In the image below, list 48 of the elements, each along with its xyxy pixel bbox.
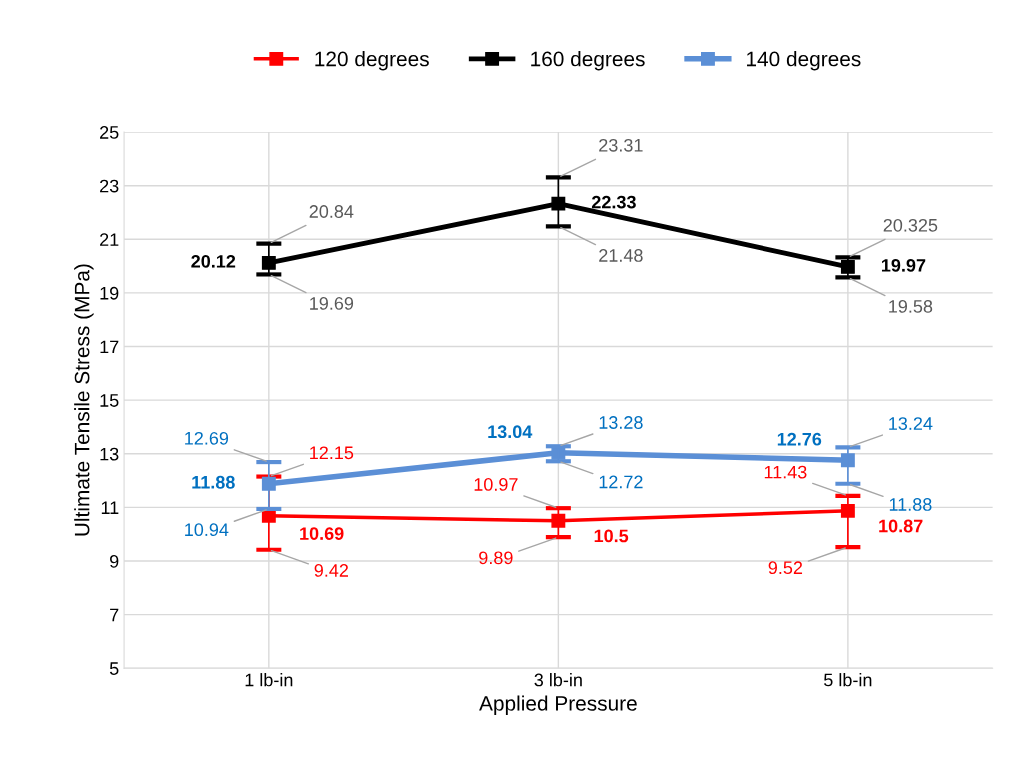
annotation: 9.89	[479, 551, 513, 565]
annotation: 10.94	[185, 523, 229, 537]
legend-label: 140 degrees	[747, 51, 861, 71]
y-tick-label: 11	[101, 501, 119, 514]
y-axis-title: Ultimate Tensile Stress (MPa)	[74, 264, 94, 536]
y-tick-label: 19	[100, 286, 119, 300]
annotation: 9.52	[768, 561, 803, 575]
legend-label: 160 degrees	[531, 51, 645, 71]
x-axis-title: Applied Pressure	[479, 695, 637, 715]
data-label: 10.5	[594, 529, 629, 543]
data-label: 11.88	[192, 475, 235, 489]
y-tick-label: 13	[100, 447, 119, 461]
annotation: 12.15	[310, 446, 354, 460]
annotation: 23.31	[599, 138, 643, 152]
annotation: 11.43	[764, 465, 807, 479]
annotation: 12.69	[185, 431, 229, 445]
data-label: 12.76	[777, 432, 822, 446]
annotation: 19.69	[310, 297, 354, 310]
annotation: 20.325	[883, 218, 938, 232]
y-tick-label: 5	[109, 662, 119, 675]
annotation: 13.24	[889, 417, 933, 430]
annotation: 12.72	[599, 475, 643, 489]
y-tick-label: 23	[100, 179, 119, 193]
data-label: 10.87	[879, 519, 923, 533]
x-tick-label: 1 lb-in	[245, 673, 293, 687]
point	[551, 513, 566, 528]
annotation: 21.48	[599, 249, 643, 262]
y-tick-label: 21	[100, 233, 119, 246]
y-tick-label: 15	[100, 394, 119, 407]
annotation: 13.28	[599, 416, 643, 429]
annotation: 20.84	[309, 205, 354, 218]
data-label: 22.33	[591, 195, 636, 209]
annotation: 11.88	[889, 498, 932, 511]
data-label: 13.04	[488, 425, 533, 439]
y-tick-label: 17	[100, 340, 119, 354]
data-label: 20.12	[191, 254, 236, 268]
y-tick-label: 25	[100, 126, 119, 139]
annotation: 19.58	[889, 300, 933, 313]
legend-label: 120 degrees	[315, 51, 429, 71]
data-label: 19.97	[881, 258, 926, 272]
x-tick-label: 3 lb-in	[534, 673, 582, 687]
y-tick-label: 9	[110, 554, 119, 568]
data-label: 10.69	[300, 527, 344, 540]
y-tick-label: 7	[110, 608, 119, 622]
annotation: 10.97	[474, 478, 518, 491]
point	[551, 196, 566, 211]
x-tick-label: 5 lb-in	[824, 673, 872, 687]
annotation: 9.42	[314, 564, 349, 577]
